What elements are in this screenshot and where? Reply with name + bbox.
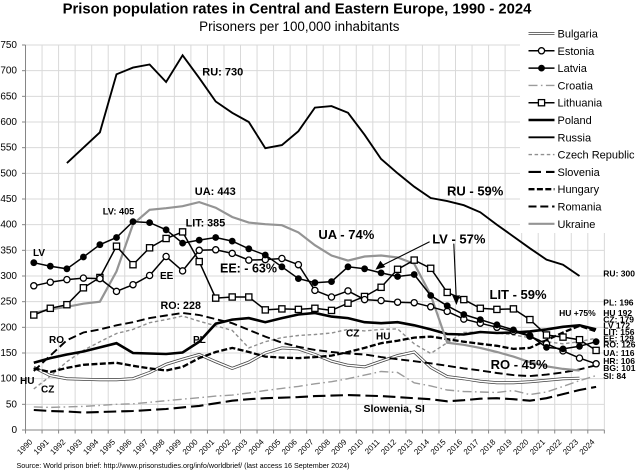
svg-text:LIT - 59%: LIT - 59%	[490, 287, 548, 302]
svg-text:Russia: Russia	[558, 132, 593, 144]
svg-text:RO: 228: RO: 228	[161, 300, 201, 312]
svg-text:RU - 59%: RU - 59%	[447, 183, 504, 198]
svg-text:Poland: Poland	[558, 115, 592, 127]
svg-text:100: 100	[0, 374, 17, 385]
svg-text:150: 150	[0, 348, 17, 359]
svg-text:650: 650	[0, 91, 17, 102]
svg-text:Estonia: Estonia	[558, 46, 596, 58]
svg-text:BG: 101: BG: 101	[603, 363, 635, 373]
svg-text:LIT: 156: LIT: 156	[603, 327, 634, 337]
svg-text:CZ: CZ	[41, 385, 54, 396]
svg-text:SI: 84: SI: 84	[603, 371, 626, 381]
svg-text:LV 172: LV 172	[603, 321, 630, 331]
svg-text:PL: 196: PL: 196	[603, 297, 634, 307]
svg-text:UA: 116: UA: 116	[603, 348, 634, 358]
svg-text:CZ: CZ	[346, 329, 359, 340]
svg-text:LV - 57%: LV - 57%	[432, 231, 486, 246]
svg-text:Prison population rates in Cen: Prison population rates in Central and E…	[63, 2, 532, 18]
svg-text:Prisoners per 100,000 inhabita: Prisoners per 100,000 inhabitants	[199, 19, 400, 34]
svg-text:HU: HU	[20, 376, 34, 387]
svg-text:750: 750	[0, 40, 17, 51]
svg-text:Latvia: Latvia	[558, 63, 588, 75]
svg-text:RO: RO	[49, 335, 64, 346]
svg-text:250: 250	[0, 297, 17, 308]
svg-text:Slowenia, SI: Slowenia, SI	[364, 403, 425, 415]
svg-text:450: 450	[0, 194, 17, 205]
svg-text:CZ: 179: CZ: 179	[603, 315, 634, 325]
svg-text:HU 192: HU 192	[603, 308, 632, 318]
svg-text:0: 0	[11, 425, 17, 436]
svg-text:UA - 74%: UA - 74%	[318, 227, 374, 242]
svg-text:50: 50	[6, 399, 18, 410]
svg-text:Ukraine: Ukraine	[558, 219, 596, 231]
svg-text:400: 400	[0, 220, 17, 231]
svg-text:350: 350	[0, 245, 17, 256]
svg-text:RU: 300: RU: 300	[603, 269, 635, 279]
svg-text:HR: 106: HR: 106	[603, 356, 635, 366]
svg-text:Bulgaria: Bulgaria	[558, 29, 599, 41]
svg-text:EE: - 63%: EE: - 63%	[220, 262, 277, 276]
svg-text:Slovenia: Slovenia	[558, 167, 601, 179]
svg-text:500: 500	[0, 168, 17, 179]
svg-text:Czech Republic: Czech Republic	[558, 150, 636, 162]
svg-text:RO - 45%: RO - 45%	[491, 357, 549, 372]
svg-text:HU: HU	[376, 332, 390, 343]
svg-text:550: 550	[0, 143, 17, 154]
svg-text:LIT: 385: LIT: 385	[186, 218, 226, 230]
svg-text:HU +75%: HU +75%	[559, 308, 596, 318]
svg-text:UA: 443: UA: 443	[195, 186, 236, 198]
svg-text:LV: LV	[33, 248, 45, 259]
svg-text:LV: 405: LV: 405	[103, 206, 135, 216]
svg-text:700: 700	[0, 66, 17, 77]
svg-text:600: 600	[0, 117, 17, 128]
svg-text:PL: PL	[193, 335, 206, 346]
svg-text:Croatia: Croatia	[558, 80, 594, 92]
svg-text:EE: EE	[160, 271, 174, 282]
svg-text:Romania: Romania	[558, 202, 603, 214]
svg-text:RU: 730: RU: 730	[202, 67, 243, 79]
svg-text:EE: 129: EE: 129	[603, 333, 634, 343]
svg-text:300: 300	[0, 271, 17, 282]
svg-text:RO: 126: RO: 126	[603, 340, 635, 350]
svg-text:200: 200	[0, 322, 17, 333]
svg-text:Source: World prison brief: ht: Source: World prison brief: http://www.p…	[17, 461, 350, 470]
svg-text:Lithuania: Lithuania	[558, 98, 604, 110]
svg-text:Hungary: Hungary	[558, 184, 600, 196]
